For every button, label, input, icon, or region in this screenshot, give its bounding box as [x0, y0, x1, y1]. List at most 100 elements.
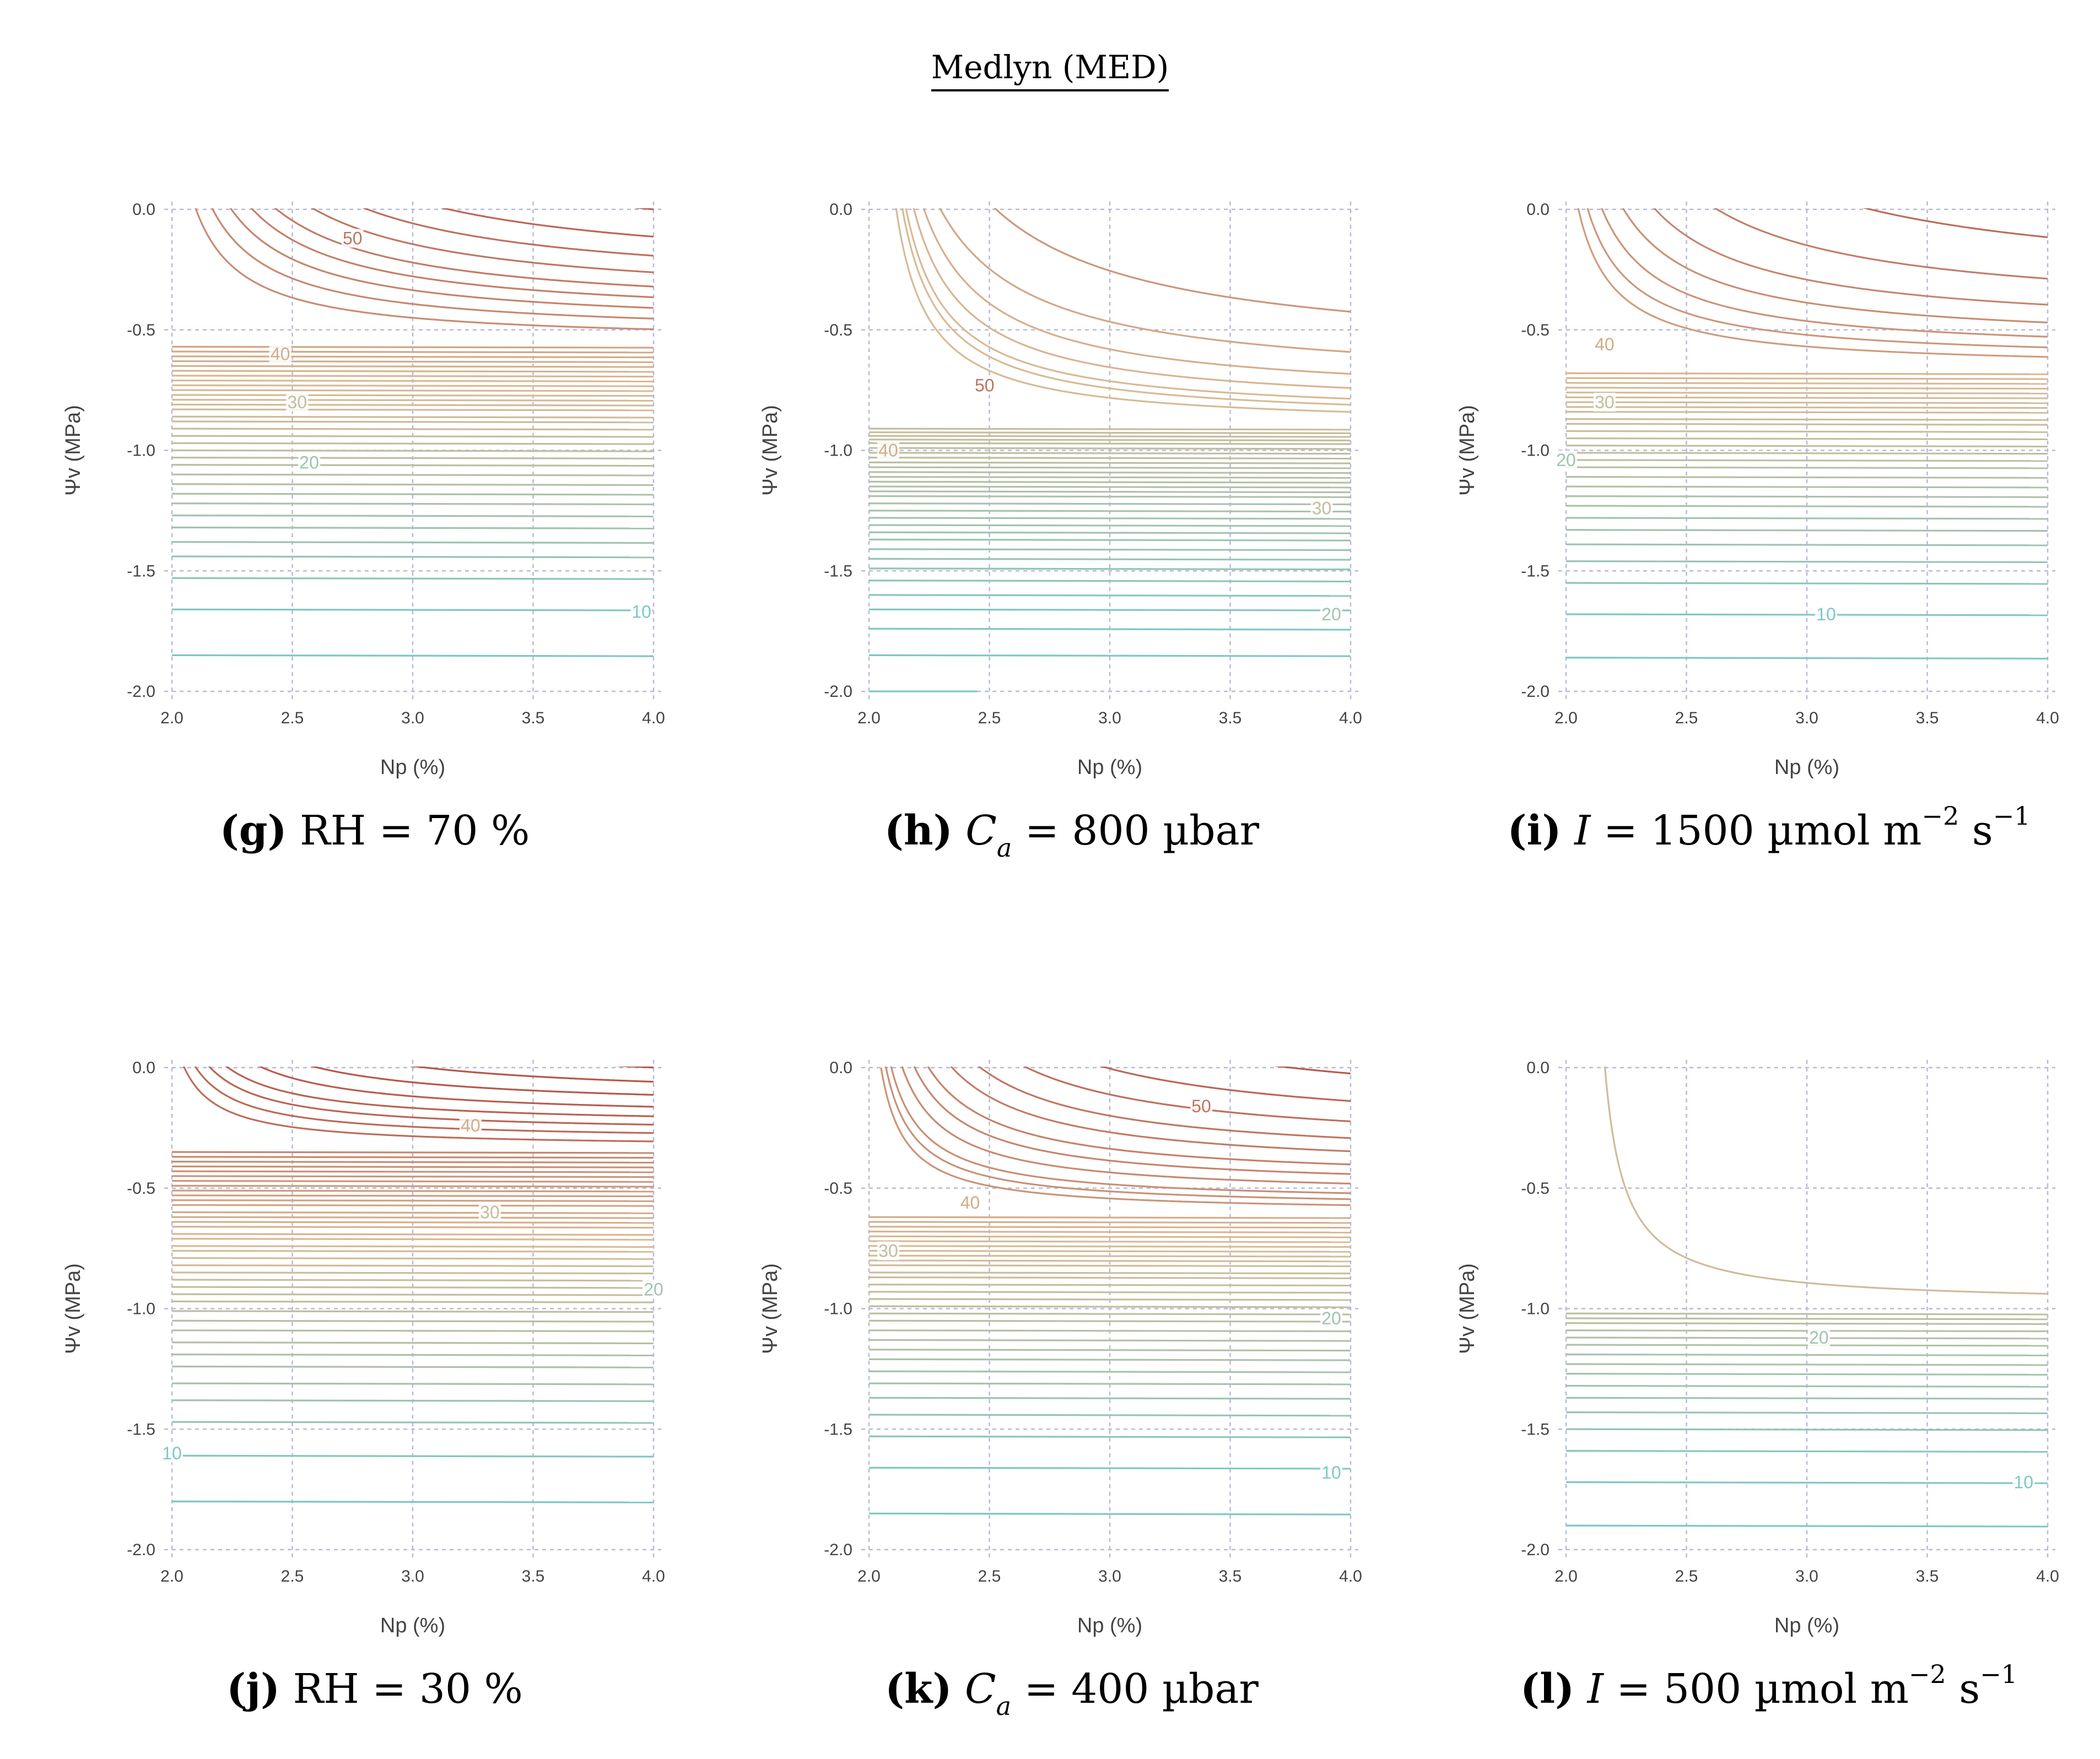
contour-line [869, 502, 1351, 506]
chart-svg-l: 20 10 2.0 2.5 3.0 3.5 4.0 0.0 -0.5 -1.0 -1.5 -2.0 Np… [1456, 1059, 2059, 1637]
caption-text: RH = 70 % [300, 807, 530, 854]
contour-line [172, 360, 654, 363]
contour-line [1566, 466, 2048, 469]
contour-line [869, 1245, 1351, 1248]
contour-line [172, 1421, 654, 1424]
contour-line [869, 1235, 1351, 1238]
contour-line [172, 1257, 654, 1260]
contour-line [172, 464, 654, 467]
contour-label-bg [478, 1203, 501, 1222]
contour-label: 40 [271, 344, 290, 364]
contour-line [869, 654, 1351, 657]
contour-line [869, 1397, 1351, 1400]
y-tick-label: -1.0 [1521, 442, 1550, 460]
contour-line [869, 466, 1351, 469]
contour-line [869, 1284, 1351, 1287]
contour-line [1566, 401, 2048, 404]
y-tick-label: -0.5 [127, 1179, 155, 1198]
contour-label: 30 [287, 392, 307, 412]
y-tick-label: -1.5 [824, 562, 852, 580]
contour-line [869, 1466, 1351, 1470]
y-tick-label: -1.0 [127, 1300, 155, 1318]
contour-line [1566, 1354, 2048, 1356]
contour-label-bg [459, 1116, 482, 1135]
contour-line [409, 1067, 654, 1083]
y-axis-label: Ψv (MPa) [759, 1263, 782, 1354]
panel-caption: (k) Ca = 400 µbar [730, 1665, 1413, 1719]
contour-line [1566, 543, 2048, 546]
contour-line [1099, 1067, 1351, 1102]
contour-label: 10 [162, 1443, 182, 1463]
caption-tag: (i) [1507, 807, 1562, 854]
contour-line [172, 457, 654, 459]
contour-label: 30 [1312, 499, 1332, 518]
contour-line [869, 1305, 1351, 1308]
contour-line [172, 384, 654, 387]
y-tick-label: -1.5 [824, 1420, 852, 1438]
contour-label-bg [877, 1241, 899, 1260]
contour-line [1566, 505, 2048, 508]
contour-label-bg [341, 229, 364, 248]
y-tick-label: 0.0 [829, 1059, 852, 1077]
contour-line [1566, 382, 2048, 385]
contour-label-bg [1815, 605, 1837, 624]
contour-line [1566, 613, 2048, 616]
contour-line [927, 1067, 1351, 1166]
contour-line [869, 442, 1351, 445]
panel-caption: (j) RH = 30 % [33, 1665, 716, 1713]
contour-line [1566, 495, 2048, 498]
contour-line [172, 394, 654, 397]
contour-line [172, 1161, 654, 1163]
caption-unit: s [1946, 1665, 1980, 1713]
contour-line [172, 1216, 654, 1219]
x-tick-label: 4.0 [2036, 1567, 2059, 1585]
contour-line [1566, 582, 2048, 585]
contour-line [310, 1067, 654, 1096]
contour-line [172, 492, 654, 496]
y-tick-label: -2.0 [824, 1541, 852, 1559]
contour-line [1566, 410, 2048, 414]
contour-line [869, 457, 1351, 459]
contour-line [869, 567, 1351, 571]
contour-label: 20 [1321, 1308, 1341, 1328]
contour-line [1577, 208, 2048, 358]
contour-line [1566, 437, 2048, 440]
contour-line [250, 208, 654, 299]
contour-label-bg [1807, 1328, 1830, 1347]
panel-caption: (i) I = 1500 µmol m−2 s−1 [1427, 803, 2100, 854]
x-axis-label: Np (%) [1077, 756, 1142, 779]
contour-line [884, 1067, 1351, 1200]
contour-line [1566, 1450, 2048, 1453]
x-tick-label: 2.5 [978, 709, 1001, 727]
contour-label-bg [973, 376, 996, 395]
contour-line [1566, 1322, 2048, 1325]
contour-label: 40 [960, 1193, 980, 1213]
x-tick-label: 3.5 [1916, 1567, 1939, 1585]
contour-line [869, 1259, 1351, 1263]
contour-line [172, 449, 654, 452]
contour-line [939, 208, 1351, 353]
panel-h: 50 40 30 20 2.0 2.5 3.0 3.5 4.0 0.0 -0.5 -1.0 -1.5 -2… [730, 165, 1413, 865]
contour-line [172, 389, 654, 392]
contour-line [172, 608, 654, 611]
contour-line [869, 1349, 1351, 1352]
panel-g: 50 40 30 20 10 2.0 2.5 3.0 3.5 4.0 0.0 -0.5 -1.0 -1.5… [33, 165, 716, 865]
contour-line [869, 580, 1351, 583]
contour-group [869, 1067, 1351, 1516]
contour-line [869, 548, 1351, 551]
y-axis-label: Ψv (MPa) [1456, 1263, 1479, 1354]
contour-line [172, 1238, 654, 1241]
contour-line [172, 1399, 654, 1403]
contour-line [869, 471, 1351, 474]
x-tick-label: 2.0 [857, 709, 881, 727]
contour-line [172, 1199, 654, 1202]
contour-label-bg [298, 453, 321, 472]
contour-line [1566, 1344, 2048, 1347]
contour-line [172, 1165, 654, 1168]
contour-line [869, 1249, 1351, 1253]
contour-label-bg [1320, 605, 1343, 624]
contour-line [978, 1067, 1351, 1139]
contour-line [1566, 1411, 2048, 1414]
contour-label: 10 [2014, 1473, 2034, 1492]
contour-line [172, 1293, 654, 1296]
